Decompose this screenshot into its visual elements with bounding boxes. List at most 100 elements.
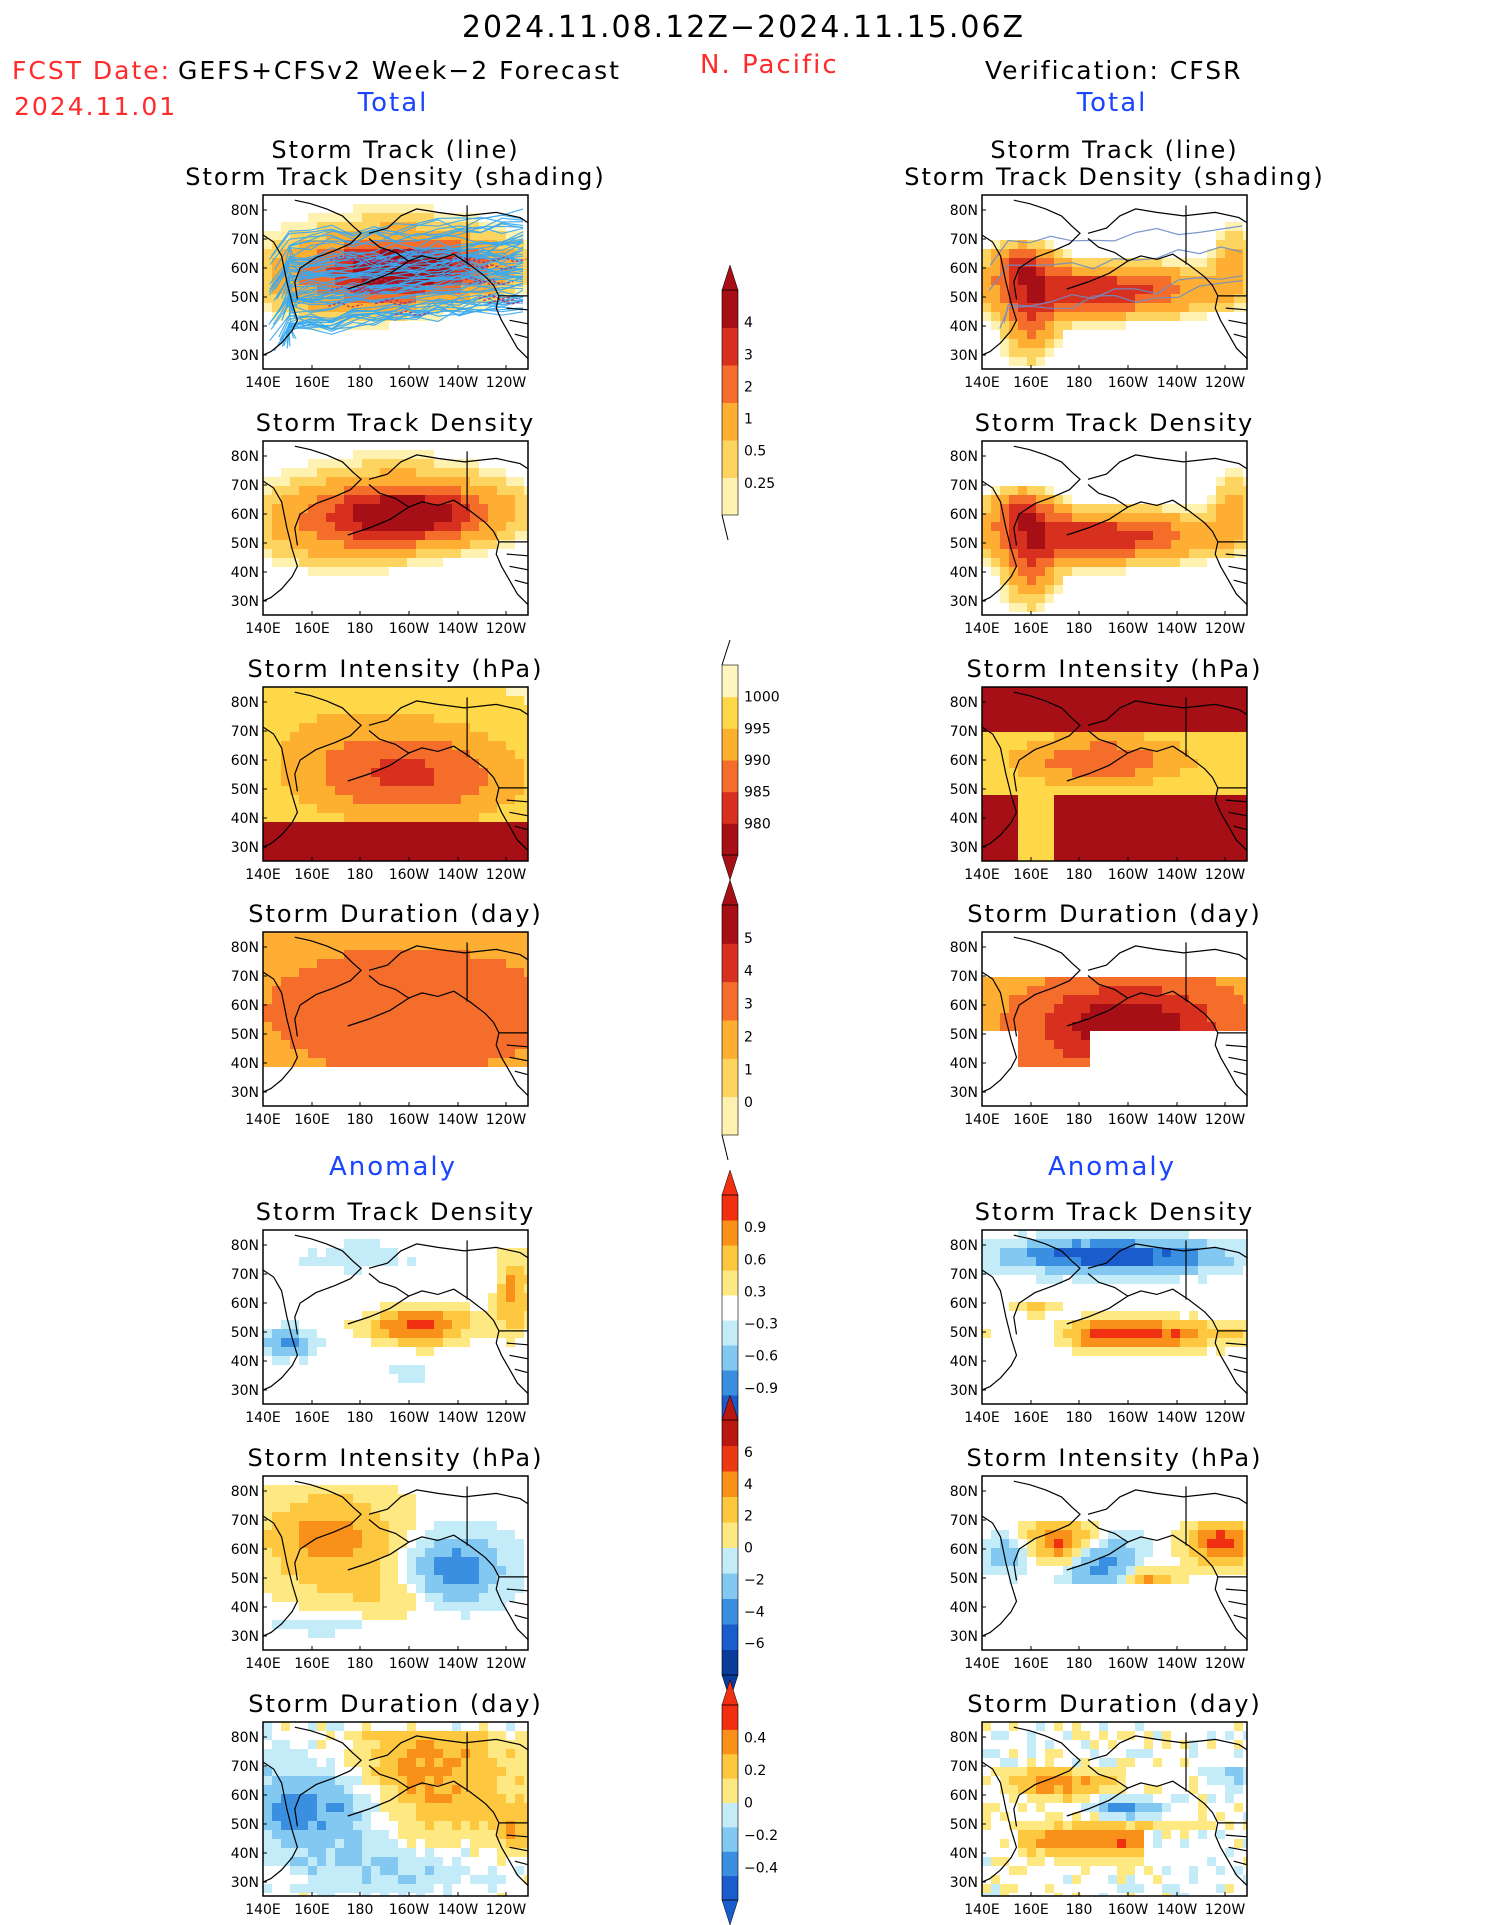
data-cell xyxy=(1153,1248,1162,1257)
data-cell xyxy=(479,1013,488,1022)
lon-tick-label: 160W xyxy=(1108,375,1149,391)
data-cell xyxy=(281,1620,290,1629)
data-cell xyxy=(272,1557,281,1566)
data-cell xyxy=(1180,1013,1189,1022)
data-cell xyxy=(982,495,991,504)
data-cell xyxy=(353,240,362,249)
data-cell xyxy=(1243,1539,1247,1548)
data-cell xyxy=(1135,1013,1144,1022)
data-cell xyxy=(281,1013,290,1022)
data-cell xyxy=(434,231,443,240)
data-cell xyxy=(326,714,335,723)
data-cell xyxy=(1207,687,1216,696)
data-cell xyxy=(425,222,434,231)
data-cell xyxy=(1072,549,1081,558)
data-cell xyxy=(362,1767,371,1776)
data-cell xyxy=(506,1839,515,1848)
coastline xyxy=(1228,1354,1248,1360)
data-cell xyxy=(488,1548,497,1557)
data-cell xyxy=(452,932,461,941)
data-cell xyxy=(1180,777,1189,786)
data-cell xyxy=(263,513,272,522)
data-cell xyxy=(1207,813,1216,822)
data-cell xyxy=(272,1575,281,1584)
data-cell xyxy=(1207,822,1216,831)
data-cell xyxy=(461,1329,470,1338)
lon-tick-label: 180 xyxy=(347,867,374,883)
data-cell xyxy=(443,732,452,741)
data-cell xyxy=(443,267,452,276)
data-cell xyxy=(290,1557,299,1566)
data-cell xyxy=(398,831,407,840)
data-cell xyxy=(506,696,515,705)
data-cell xyxy=(407,1004,416,1013)
data-cell xyxy=(1216,1347,1225,1356)
data-cell xyxy=(452,705,461,714)
data-cell xyxy=(1018,567,1027,576)
data-cell xyxy=(353,750,362,759)
data-cell xyxy=(290,1584,299,1593)
data-cell xyxy=(1171,1257,1180,1266)
data-cell xyxy=(353,777,362,786)
data-cell xyxy=(326,777,335,786)
data-cell xyxy=(434,1584,443,1593)
data-cell xyxy=(452,1821,461,1830)
data-cell xyxy=(344,258,353,267)
data-cell xyxy=(362,714,371,723)
data-cell xyxy=(461,759,470,768)
data-cell xyxy=(308,986,317,995)
data-cell xyxy=(1180,1004,1189,1013)
data-cell xyxy=(308,294,317,303)
data-cell xyxy=(1099,294,1108,303)
data-cell xyxy=(272,285,281,294)
data-cell xyxy=(524,696,528,705)
data-cell xyxy=(1000,840,1009,849)
data-cell xyxy=(1135,777,1144,786)
data-cell xyxy=(1171,696,1180,705)
data-cell xyxy=(290,1785,299,1794)
data-cell xyxy=(263,804,272,813)
data-cell xyxy=(389,1875,398,1884)
data-cell xyxy=(497,1602,506,1611)
data-cell xyxy=(452,795,461,804)
data-cell xyxy=(344,1557,353,1566)
data-cell xyxy=(389,522,398,531)
data-cell xyxy=(470,1329,479,1338)
data-cell xyxy=(398,759,407,768)
data-cell xyxy=(326,1503,335,1512)
data-cell xyxy=(1117,1347,1126,1356)
coastline xyxy=(514,1614,529,1620)
data-cell xyxy=(1054,1539,1063,1548)
data-cell xyxy=(299,276,308,285)
data-cell xyxy=(308,768,317,777)
data-cell xyxy=(1243,540,1247,549)
data-cell xyxy=(1000,1257,1009,1266)
coastline xyxy=(347,1295,410,1325)
data-cell xyxy=(1117,723,1126,732)
data-cell xyxy=(982,294,991,303)
data-cell xyxy=(416,549,425,558)
ensemble-mean-track xyxy=(350,287,385,294)
data-cell xyxy=(443,822,452,831)
data-cell xyxy=(308,1629,317,1638)
data-cell xyxy=(353,1575,362,1584)
data-cell xyxy=(1108,540,1117,549)
data-cell xyxy=(1207,1539,1216,1548)
data-cell xyxy=(1225,714,1234,723)
data-cell xyxy=(290,732,299,741)
data-cell xyxy=(362,540,371,549)
data-cell xyxy=(470,1602,479,1611)
data-cell xyxy=(1081,1049,1090,1058)
data-cell xyxy=(479,950,488,959)
data-cell xyxy=(335,858,344,861)
data-cell xyxy=(982,1013,991,1022)
data-cell xyxy=(344,741,353,750)
data-cell xyxy=(371,1004,380,1013)
data-cell xyxy=(344,786,353,795)
data-cell xyxy=(1216,768,1225,777)
data-cell xyxy=(1216,1257,1225,1266)
data-cell xyxy=(317,477,326,486)
data-cell xyxy=(1081,714,1090,723)
ensemble-mean-track xyxy=(468,279,503,286)
data-cell xyxy=(1018,267,1027,276)
